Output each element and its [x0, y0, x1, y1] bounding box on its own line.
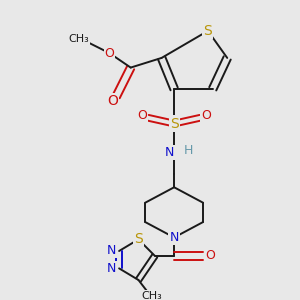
Text: O: O	[137, 109, 147, 122]
Text: O: O	[201, 109, 211, 122]
Text: N: N	[169, 231, 179, 244]
Text: S: S	[134, 232, 143, 246]
Text: CH₃: CH₃	[68, 34, 89, 44]
Text: N: N	[107, 262, 116, 275]
Text: N: N	[107, 244, 116, 257]
Text: CH₃: CH₃	[142, 291, 162, 300]
Text: S: S	[203, 24, 212, 38]
Text: N: N	[165, 146, 174, 159]
Text: H: H	[184, 144, 193, 157]
Text: O: O	[104, 46, 114, 60]
Text: O: O	[107, 94, 118, 108]
Text: O: O	[205, 249, 215, 262]
Text: S: S	[170, 117, 178, 130]
